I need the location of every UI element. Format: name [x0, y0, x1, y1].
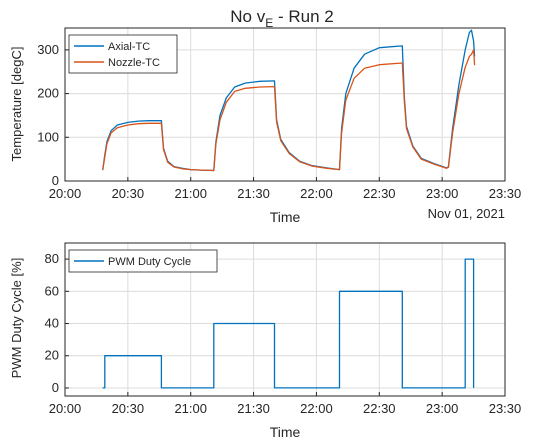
- top-legend: Axial-TC Nozzle-TC: [68, 34, 178, 74]
- x-tick-label: 21:00: [174, 401, 207, 416]
- x-tick-label: 22:00: [300, 401, 333, 416]
- bottom-series: [102, 258, 475, 389]
- bottom-y-axis-label: PWM Duty Cycle [%]: [9, 258, 24, 379]
- x-tick-label: 23:00: [426, 401, 459, 416]
- top-y-axis-label: Temperature [degC]: [9, 47, 24, 162]
- pwm-duty-cycle-line: [102, 258, 475, 389]
- x-tick-label: 23:30: [489, 186, 522, 201]
- x-tick-label: 20:30: [112, 401, 145, 416]
- x-tick-label: 20:00: [49, 401, 82, 416]
- top-axes-box: [64, 27, 506, 182]
- y-tick-label: 0: [52, 173, 59, 188]
- x-tick-label: 20:00: [49, 186, 82, 201]
- bottom-x-axis-label: Time: [270, 424, 301, 440]
- y-tick-label: 300: [37, 42, 59, 57]
- top-series: [102, 29, 476, 172]
- x-tick-label: 21:30: [237, 401, 270, 416]
- y-tick-label: 40: [45, 316, 59, 331]
- bottom-legend-box: [68, 249, 218, 273]
- x-tick-label: 20:30: [112, 186, 145, 201]
- y-tick-label: 60: [45, 283, 59, 298]
- y-tick-label: 80: [45, 251, 59, 266]
- legend-axial-label: Axial-TC: [108, 41, 150, 53]
- top-legend-box: [68, 34, 178, 74]
- y-tick-label: 100: [37, 129, 59, 144]
- x-tick-label: 23:30: [489, 401, 522, 416]
- bottom-legend: PWM Duty Cycle: [68, 249, 218, 273]
- top-date-label: Nov 01, 2021: [428, 206, 505, 221]
- y-tick-label: 0: [52, 380, 59, 395]
- x-tick-label: 22:30: [363, 186, 396, 201]
- bottom-y-ticks: 0 20 40 60 80: [45, 251, 69, 395]
- top-y-ticks: 0 100 200 300: [37, 42, 69, 188]
- y-tick-label: 200: [37, 86, 59, 101]
- top-x-ticks: 20:00 20:30 21:00 21:30 22:00 22:30 23:00 23:30: [49, 177, 522, 201]
- x-tick-label: 21:30: [237, 186, 270, 201]
- nozzle-tc-line: [102, 49, 476, 172]
- bottom-x-ticks: 20:00 20:30 21:00 21:30 22:00 22:30 23:00 23:30: [49, 392, 522, 416]
- x-tick-label: 23:00: [426, 186, 459, 201]
- y-tick-label: 20: [45, 348, 59, 363]
- x-tick-label: 21:00: [174, 186, 207, 201]
- x-tick-label: 22:00: [300, 186, 333, 201]
- top-x-axis-label: Time: [270, 209, 301, 225]
- x-tick-label: 22:30: [363, 401, 396, 416]
- top-title: No vE - Run 2: [230, 7, 333, 30]
- bottom-axes-box: [64, 242, 506, 397]
- legend-pwm-label: PWM Duty Cycle: [108, 256, 191, 268]
- legend-nozzle-label: Nozzle-TC: [108, 57, 160, 69]
